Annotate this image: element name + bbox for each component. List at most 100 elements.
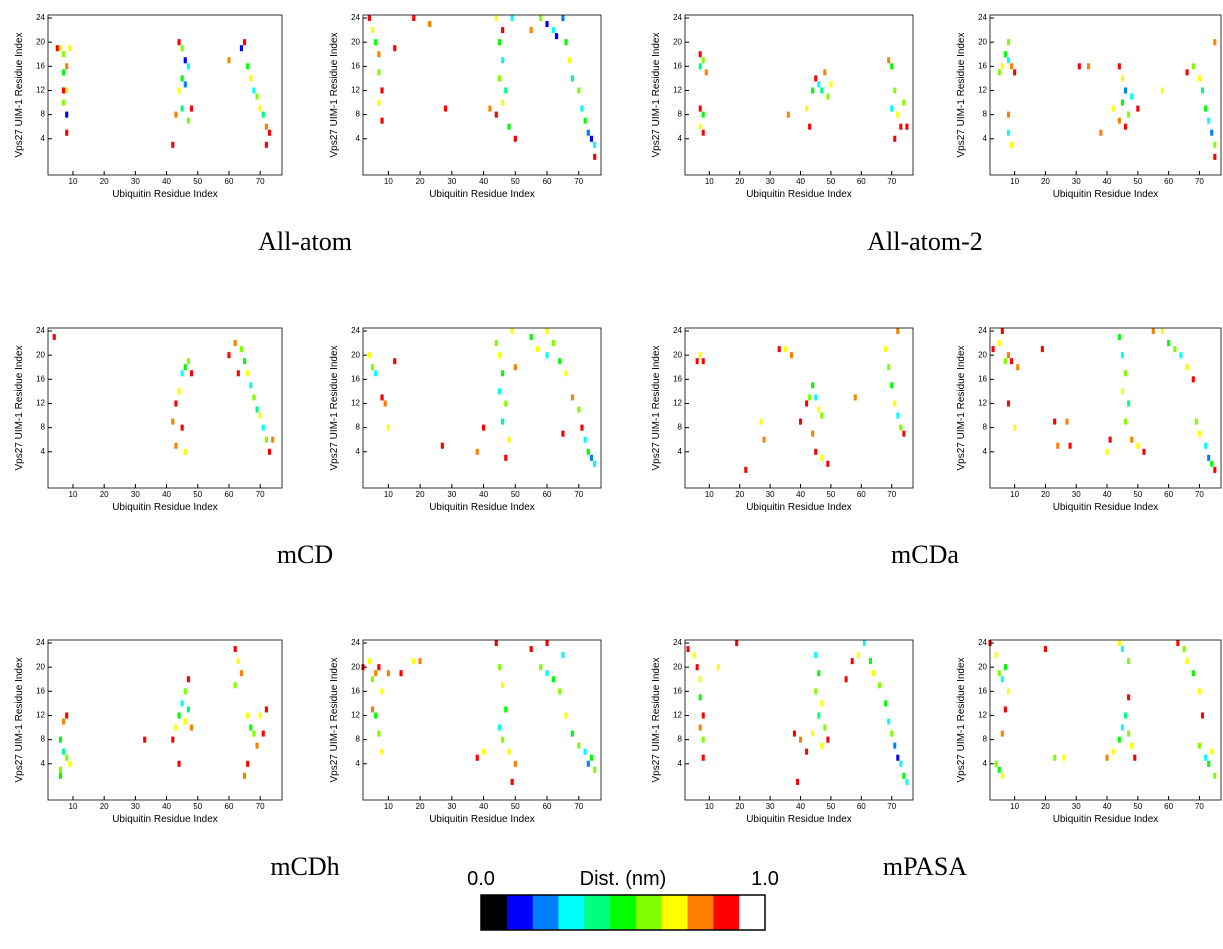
x-tick-label: 10 — [1010, 177, 1019, 186]
heat-cell — [545, 640, 549, 647]
heat-cell — [1000, 730, 1004, 737]
panel: 10 20 30 40 50 60 70 4 8 12 16 20 24 Ubiquitin Residu… — [14, 13, 283, 200]
heat-cell — [805, 748, 809, 755]
x-tick-label: 60 — [857, 802, 866, 811]
heat-cell — [1043, 646, 1047, 653]
heat-cell — [1204, 105, 1208, 112]
y-tick-label: 12 — [351, 711, 360, 720]
plot-frame — [989, 14, 1222, 176]
heat-cell — [890, 105, 894, 112]
heat-cell — [1127, 730, 1131, 737]
heat-cell — [183, 57, 187, 64]
y-tick-label: 24 — [351, 326, 360, 335]
heat-cell — [580, 424, 584, 431]
heat-cell — [380, 87, 384, 94]
y-tick-label: 20 — [351, 662, 360, 671]
heat-cell — [564, 712, 568, 719]
heat-cell — [1056, 442, 1060, 449]
heat-cell — [1185, 658, 1189, 665]
heat-cell — [1197, 742, 1201, 749]
heat-cell — [246, 760, 250, 767]
heat-cell — [899, 123, 903, 130]
heat-cell — [1000, 328, 1004, 335]
heat-cell — [820, 742, 824, 749]
heat-cell — [1191, 376, 1195, 383]
heat-cell — [1120, 646, 1124, 653]
colorbar-tick-label: 1.0 — [751, 868, 779, 890]
heat-cell — [236, 658, 240, 665]
heat-cell — [1053, 754, 1057, 761]
heat-cell — [412, 15, 416, 22]
heat-cell — [261, 424, 265, 431]
plot-frame — [47, 639, 283, 801]
heat-cell — [586, 129, 590, 136]
heat-cell — [412, 658, 416, 665]
y-tick-label: 8 — [983, 110, 988, 119]
heat-cell — [586, 760, 590, 767]
heat-cell — [558, 688, 562, 695]
heat-cell — [529, 27, 533, 34]
y-tick-label: 16 — [978, 686, 987, 695]
heat-cell — [488, 105, 492, 112]
heat-cell — [264, 123, 268, 130]
heat-cell — [701, 129, 705, 136]
heat-cell — [497, 388, 502, 395]
heat-cell — [65, 63, 69, 70]
heat-cell — [545, 21, 549, 28]
heat-cell — [383, 400, 387, 407]
y-tick-label: 8 — [678, 735, 683, 744]
x-tick-label: 70 — [887, 177, 896, 186]
heat-cell — [1117, 117, 1121, 124]
heat-cell — [1117, 640, 1121, 647]
heat-cell — [1127, 658, 1131, 665]
heat-cell — [177, 760, 181, 767]
heat-cell — [829, 81, 833, 88]
x-tick-label: 20 — [100, 490, 109, 499]
x-tick-label: 30 — [447, 802, 456, 811]
x-tick-label: 30 — [131, 490, 140, 499]
heat-cell — [701, 712, 705, 719]
heat-cell — [497, 39, 502, 46]
heat-cell — [554, 33, 559, 40]
x-tick-label: 20 — [1041, 490, 1050, 499]
x-tick-label: 70 — [1195, 177, 1204, 186]
heat-cell — [884, 700, 888, 707]
heat-cell — [695, 664, 699, 671]
heat-cell — [1207, 760, 1211, 767]
heat-cell — [380, 117, 384, 124]
x-tick-label: 60 — [543, 490, 552, 499]
x-tick-label: 60 — [857, 490, 866, 499]
heat-cell — [183, 364, 187, 371]
heat-cell — [823, 69, 827, 76]
heat-cell — [744, 466, 748, 473]
y-tick-label: 4 — [356, 759, 361, 768]
heat-cell — [902, 99, 906, 106]
y-tick-label: 24 — [36, 326, 45, 335]
heat-cell — [1013, 424, 1017, 431]
heat-cell — [1179, 352, 1183, 359]
heat-cell — [890, 63, 894, 70]
y-tick-label: 24 — [978, 638, 987, 647]
y-axis-label: Vps27 UIM-1 Residue Index — [14, 32, 25, 157]
heat-cell — [577, 742, 581, 749]
heat-cell — [589, 754, 594, 761]
heat-cell — [428, 21, 432, 28]
heat-cell — [1176, 640, 1180, 647]
heat-cell — [1127, 400, 1131, 407]
y-tick-label: 20 — [978, 662, 987, 671]
heat-cell — [249, 75, 253, 82]
heat-cell — [1123, 123, 1128, 130]
heat-cell — [1120, 352, 1124, 359]
y-tick-label: 8 — [678, 110, 683, 119]
x-tick-label: 30 — [1072, 490, 1081, 499]
heat-cell — [243, 358, 247, 365]
x-tick-label: 20 — [735, 802, 744, 811]
heat-cell — [1191, 670, 1195, 677]
heat-cell — [475, 754, 479, 761]
heat-cell — [252, 730, 256, 737]
heat-cell — [814, 75, 818, 82]
heat-cell — [380, 748, 384, 755]
heat-cell — [255, 406, 259, 413]
heat-cell — [264, 436, 268, 443]
heat-cell — [271, 436, 275, 443]
